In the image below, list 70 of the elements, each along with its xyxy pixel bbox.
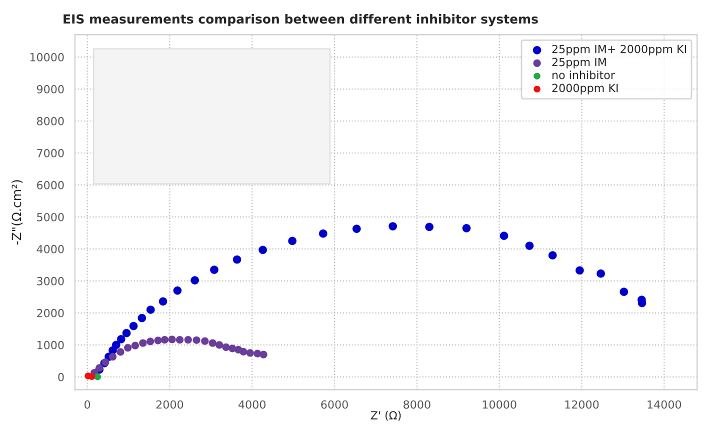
point xyxy=(318,229,328,238)
y-tick-label: 5000 xyxy=(37,212,64,222)
y-axis-title: -Z"(Ω.cm²) xyxy=(12,180,23,245)
y-tick-label: 6000 xyxy=(37,180,64,190)
point xyxy=(548,251,557,260)
point xyxy=(258,246,267,254)
point xyxy=(124,344,132,352)
y-tick-label: 8000 xyxy=(37,116,64,126)
legend-label: no inhibitor xyxy=(552,70,615,80)
point xyxy=(160,336,168,344)
point xyxy=(122,328,131,338)
point xyxy=(222,343,230,351)
point xyxy=(596,269,605,278)
point xyxy=(260,350,268,358)
x-tick-label: 0 xyxy=(84,400,90,409)
point xyxy=(201,337,209,345)
point xyxy=(620,288,628,296)
x-tick-label: 8000 xyxy=(404,400,430,409)
point xyxy=(112,340,120,350)
point xyxy=(425,222,434,232)
point xyxy=(576,266,584,275)
point xyxy=(168,336,176,344)
point xyxy=(94,374,102,380)
point xyxy=(138,314,146,322)
y-tick-label: 4000 xyxy=(36,244,64,254)
x-tick-label: 4000 xyxy=(238,400,266,409)
y-tick-label: 0 xyxy=(58,372,64,382)
point xyxy=(129,322,138,330)
y-tick-label: 10000 xyxy=(30,53,64,62)
x-axis-title: Z' (Ω) xyxy=(370,410,401,421)
point xyxy=(158,297,168,306)
point xyxy=(108,352,117,361)
x-tick-label: 2000 xyxy=(156,400,184,409)
point xyxy=(210,266,218,274)
point xyxy=(352,224,361,233)
point xyxy=(176,336,184,344)
point xyxy=(146,306,155,314)
point xyxy=(139,339,147,347)
point xyxy=(246,349,254,357)
x-tick-label: 10000 xyxy=(482,400,516,409)
y-tick-label: 9000 xyxy=(36,84,64,94)
point xyxy=(192,336,200,344)
point xyxy=(173,286,182,295)
point xyxy=(288,236,296,246)
point xyxy=(116,334,126,344)
point xyxy=(146,338,154,346)
y-tick-label: 2000 xyxy=(37,308,64,318)
chart-title: EIS measurements comparison between different inhibitor systems xyxy=(64,14,538,26)
y-tick-label: 3000 xyxy=(37,276,64,286)
point xyxy=(232,255,242,264)
point xyxy=(116,348,124,356)
point xyxy=(154,336,162,344)
point xyxy=(240,348,248,356)
point xyxy=(388,222,397,230)
y-tick-label: 7000 xyxy=(37,148,64,158)
point xyxy=(184,336,192,344)
point xyxy=(208,339,216,347)
x-tick-label: 6000 xyxy=(321,400,348,409)
point xyxy=(131,342,140,350)
legend-label: 25ppm IM+ 2000ppm KI xyxy=(552,44,686,56)
point xyxy=(190,276,200,284)
legend-label: 2000ppm KI xyxy=(552,84,618,94)
point xyxy=(216,341,224,349)
point xyxy=(525,242,534,250)
legend-label: 25ppm IM xyxy=(552,58,606,68)
x-tick-label: 12000 xyxy=(565,400,599,409)
point xyxy=(500,232,508,240)
point xyxy=(462,224,471,232)
x-tick-label: 14000 xyxy=(648,400,682,409)
y-tick-label: 1000 xyxy=(37,340,64,350)
